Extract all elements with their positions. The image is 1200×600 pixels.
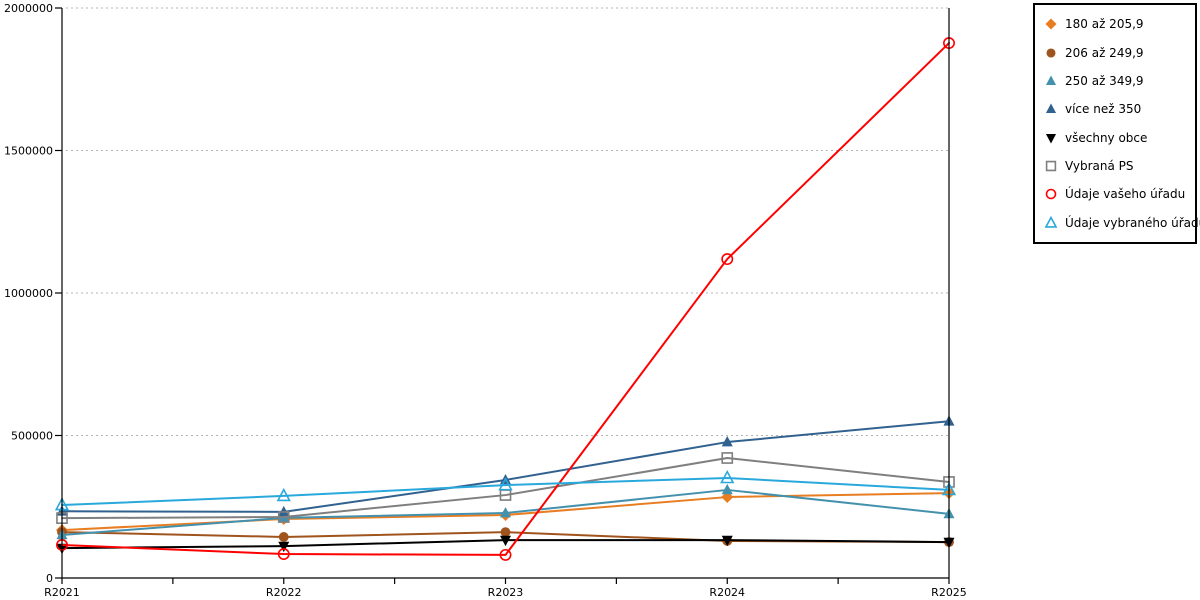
triangle-down-icon (1045, 133, 1057, 144)
triangle-up-icon (1045, 103, 1057, 114)
x-axis-tick-label: R2023 (488, 586, 524, 599)
data-point-marker (56, 512, 68, 524)
legend-label: 180 až 205,9 (1065, 17, 1144, 32)
data-point-marker (721, 535, 733, 547)
x-axis-tick-label: R2022 (266, 586, 302, 599)
series-line-5 (61, 457, 950, 520)
data-point-marker (278, 505, 290, 517)
data-point-marker (278, 532, 289, 542)
triangle-up-icon (1045, 75, 1057, 85)
open-triangle-up-icon (1044, 215, 1058, 228)
y-axis-tick-label: 500000 (11, 430, 53, 443)
legend-label: 206 až 249,9 (1065, 45, 1144, 60)
data-point-marker (721, 253, 734, 266)
legend-label: Údaje vašeho úřadu (1065, 187, 1186, 202)
series-line-3 (61, 420, 950, 513)
series-line-7 (61, 476, 950, 507)
data-point-marker (499, 535, 512, 547)
data-point-marker (943, 476, 955, 488)
data-point-marker (499, 507, 512, 518)
data-point-marker (278, 541, 290, 553)
data-point-marker (721, 452, 734, 464)
y-axis-tick-label: 1000000 (4, 287, 53, 300)
legend-item[interactable]: 250 až 349,9 (1044, 74, 1193, 88)
data-point-marker (276, 487, 291, 502)
chart-legend: 180 až 205,9 206 až 249,9 250 až 349,9 více… (1033, 3, 1200, 244)
legend-item[interactable]: 180 až 205,9 (1044, 17, 1193, 31)
legend-item[interactable]: více než 350 (1044, 102, 1193, 116)
legend-label: Vybraná PS (1065, 159, 1134, 174)
legend-item[interactable]: všechny obce (1044, 131, 1193, 145)
data-point-marker (500, 527, 511, 538)
x-axis-tick-label: R2021 (44, 586, 80, 599)
data-point-marker (498, 477, 513, 491)
legend-item[interactable]: Vybraná PS (1044, 159, 1193, 173)
data-point-marker (277, 548, 290, 561)
open-square-icon (1045, 160, 1057, 172)
legend-item[interactable]: 206 až 249,9 (1044, 46, 1193, 60)
legend-label: všechny obce (1065, 130, 1148, 145)
x-axis-tick-label: R2024 (709, 586, 745, 599)
data-point-marker (277, 511, 290, 523)
open-circle-icon (1045, 189, 1057, 200)
legend-item[interactable]: Údaje vybraného úřadu (1044, 215, 1200, 230)
y-axis-tick-label: 1500000 (4, 145, 53, 158)
series-line-6 (61, 42, 950, 556)
legend-label: Údaje vybraného úřadu (1065, 215, 1200, 230)
y-axis-tick-label: 2000000 (4, 2, 53, 15)
legend-label: více než 350 (1065, 102, 1142, 117)
diamond-icon (1045, 18, 1057, 30)
circle-icon (1046, 48, 1056, 58)
y-axis-tick-label: 0 (46, 572, 53, 585)
data-point-marker (720, 469, 735, 484)
data-point-marker (499, 548, 512, 561)
legend-item[interactable]: Údaje vašeho úřadu (1044, 187, 1193, 201)
x-axis-tick-label: R2025 (931, 586, 967, 599)
legend-label: 250 až 349,9 (1065, 73, 1144, 88)
data-point-marker (721, 436, 733, 447)
data-point-marker (721, 483, 733, 495)
